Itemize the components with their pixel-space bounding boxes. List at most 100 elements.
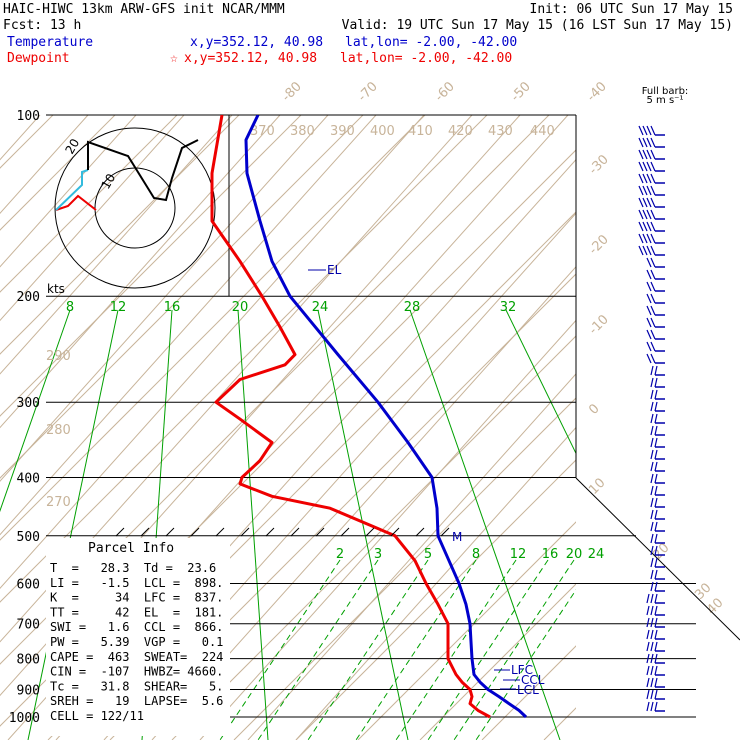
wind-barb-flag [650, 161, 656, 172]
wind-barb-flag [650, 221, 656, 232]
wind-barb-flag [650, 449, 654, 460]
wind-barb-flag [646, 281, 652, 292]
isotherm [0, 115, 178, 293]
mixing-ratio-label: 24 [312, 300, 329, 315]
isotherm-label: -80 [279, 79, 305, 105]
wind-barb-flag [642, 209, 648, 220]
m-label: M [452, 530, 462, 544]
wind-barb-flag [650, 581, 654, 592]
wind-barb-flag [650, 365, 654, 376]
wind-barb-flag [650, 401, 654, 412]
wind-barb-flag [642, 137, 648, 148]
mixing-ratio-label: 16 [164, 300, 181, 315]
wind-barb-flag [654, 629, 658, 640]
hatch-mark [265, 527, 275, 537]
wind-barb-flag [650, 533, 654, 544]
wind-barb-flag [650, 569, 654, 580]
hatch-mark [140, 527, 150, 537]
moist-adiabat [317, 309, 409, 740]
wind-barb-flag [654, 653, 658, 664]
dry-adiabat [247, 373, 576, 740]
wind-barb-flag [646, 641, 650, 652]
dewpoint-latlon: lat,lon= -2.00, -42.00 [340, 51, 512, 66]
mixing-ratio-label: 8 [472, 547, 480, 562]
wind-barb-flag [642, 173, 648, 184]
wind-barb-flag [650, 137, 656, 148]
wind-barb-flag [650, 185, 656, 196]
dewpoint-line [210, 115, 491, 719]
wind-barb-flag [654, 413, 658, 424]
wind-barb-flag [650, 125, 656, 136]
dry-adiabat [0, 115, 473, 643]
mixing-ratio-label: 28 [404, 300, 421, 315]
dewpoint-legend: Dewpoint [7, 51, 70, 66]
mixing-ratio-label: 8 [66, 300, 74, 315]
wind-barb-flag [654, 365, 658, 376]
lfc-label: LFC [511, 663, 533, 677]
wind-barb-flag [638, 245, 644, 256]
wind-barb-flag [650, 233, 656, 244]
wind-barb-flag [638, 125, 644, 136]
wind-barbs [638, 125, 665, 712]
wind-barb-flag [650, 617, 654, 628]
dry-adiabat [295, 426, 576, 740]
wind-barb-flag [646, 677, 650, 688]
barb-legend-line2: 5 m s⁻¹ [647, 95, 684, 106]
el-label: EL [327, 263, 342, 277]
mixing-ratio-lines [0, 309, 576, 740]
wind-barb-flag [650, 425, 654, 436]
mixing-ratio-label: 5 [424, 547, 432, 562]
mixing-ratio-label: 32 [500, 300, 517, 315]
wind-barb-flag [646, 173, 652, 184]
wind-barb-flag [654, 449, 658, 460]
isotherm [0, 115, 240, 355]
wind-barb-flag [646, 617, 650, 628]
sounding-profiles [210, 115, 528, 719]
hatch-mark [290, 527, 300, 537]
wind-barb-flag [650, 329, 656, 340]
hodograph-low-segment [55, 194, 97, 211]
wind-barb-flag [650, 197, 656, 208]
hodograph-ring-20 [54, 127, 216, 289]
wind-barb-flag [650, 293, 656, 304]
wind-barb-flag [646, 317, 652, 328]
wind-barb-flag [646, 161, 652, 172]
wind-barb-flag [650, 629, 654, 640]
wind-barb-flag [650, 545, 654, 556]
isotherm [0, 115, 302, 417]
hatch-mark [115, 527, 125, 537]
wind-barb-flag [646, 257, 652, 268]
isotherm [171, 335, 576, 740]
wind-barb-flag [654, 401, 658, 412]
wind-barb-flag [654, 701, 658, 712]
parcel-info-row: LI = -1.5 LCL = 898. [50, 576, 223, 590]
forecast-hour: Fcst: 13 h [3, 18, 81, 33]
isotherm [295, 459, 576, 740]
mixing-ratio-line [427, 559, 549, 740]
wind-barb-flag [638, 149, 644, 160]
wind-barb-flag [642, 185, 648, 196]
mixing-ratio-label: 24 [588, 547, 605, 562]
hatch-mark [215, 527, 225, 537]
isotherm [481, 645, 576, 740]
wind-barb-flag [654, 461, 658, 472]
wind-barb-flag [650, 209, 656, 220]
isotherm [606, 115, 740, 740]
barb-legend-line1: Full barb: [642, 86, 689, 97]
parcel-info-title: Parcel Info [88, 541, 174, 556]
wind-barb-flag [646, 665, 650, 676]
wind-barb-flag [654, 377, 658, 388]
wind-barb-flag [646, 353, 652, 364]
wind-barb-flag [650, 437, 654, 448]
wind-barb-flag [650, 317, 656, 328]
wind-barb-flag [638, 161, 644, 172]
wind-barb-flag [650, 473, 654, 484]
parcel-info-row: SWI = 1.6 CCL = 866. [50, 620, 223, 634]
hatch-mark [190, 527, 200, 537]
mixing-ratio-line [355, 559, 477, 740]
wind-barb-flag [642, 161, 648, 172]
wind-barb-flag [646, 341, 652, 352]
wind-barb-flag [650, 353, 656, 364]
wind-barb-flag [654, 485, 658, 496]
